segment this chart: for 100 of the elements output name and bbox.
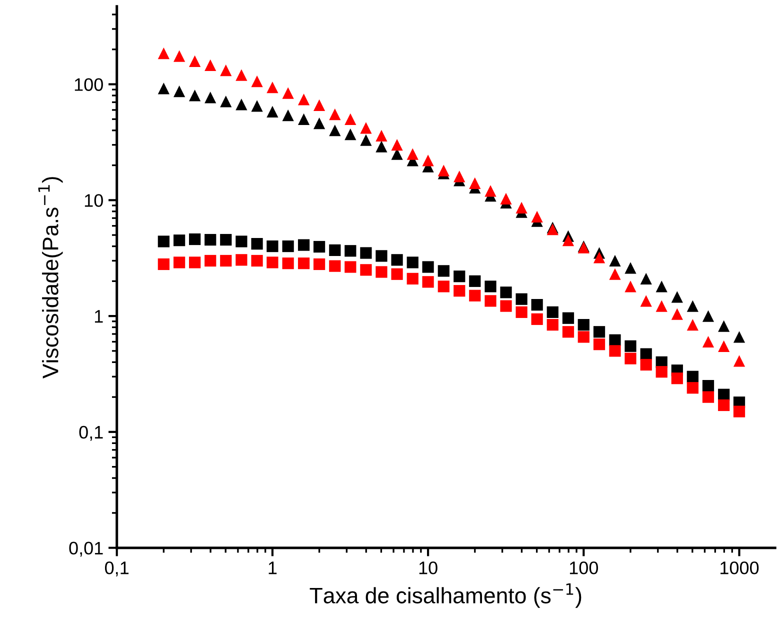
point bbox=[220, 234, 232, 246]
point bbox=[469, 275, 481, 287]
point bbox=[593, 338, 606, 350]
point bbox=[391, 139, 403, 151]
point bbox=[733, 406, 746, 418]
point bbox=[236, 98, 248, 110]
point bbox=[376, 250, 388, 262]
point bbox=[624, 340, 636, 352]
point bbox=[624, 352, 636, 364]
point bbox=[251, 238, 263, 250]
y-axis-title: Viscosidade(Pa.s$^{−1}$) bbox=[38, 177, 63, 378]
y-tick-label: 0,1 bbox=[79, 426, 103, 441]
point bbox=[718, 340, 730, 352]
point bbox=[484, 280, 496, 292]
point bbox=[686, 300, 698, 312]
x-tick-label: 1000 bbox=[720, 561, 759, 574]
point bbox=[158, 47, 170, 60]
point bbox=[406, 148, 418, 160]
point bbox=[609, 345, 621, 357]
point bbox=[220, 96, 232, 108]
point bbox=[438, 265, 450, 277]
point bbox=[593, 252, 606, 264]
point bbox=[702, 391, 714, 403]
point bbox=[344, 261, 356, 273]
point bbox=[438, 164, 450, 176]
point bbox=[624, 280, 636, 292]
point bbox=[189, 256, 201, 268]
point bbox=[500, 192, 512, 204]
point bbox=[329, 108, 341, 120]
point bbox=[266, 82, 278, 94]
point bbox=[531, 313, 543, 325]
point bbox=[282, 240, 294, 252]
point bbox=[344, 113, 356, 125]
point bbox=[236, 69, 248, 81]
point bbox=[298, 113, 310, 125]
point bbox=[158, 258, 170, 270]
point bbox=[391, 268, 403, 280]
point bbox=[422, 276, 434, 288]
point bbox=[609, 254, 621, 267]
point bbox=[189, 55, 201, 68]
point bbox=[469, 177, 481, 190]
point bbox=[562, 326, 574, 338]
point bbox=[671, 291, 683, 303]
point bbox=[251, 254, 263, 267]
point bbox=[578, 319, 590, 331]
point bbox=[344, 245, 356, 257]
y-tick-label: 1 bbox=[94, 310, 103, 323]
point bbox=[702, 380, 714, 392]
point bbox=[158, 82, 170, 94]
point bbox=[469, 290, 481, 302]
point bbox=[516, 306, 528, 318]
point bbox=[609, 268, 621, 280]
point bbox=[484, 185, 496, 197]
point bbox=[313, 240, 326, 253]
point bbox=[406, 272, 418, 285]
y-tick-label: 10 bbox=[84, 194, 103, 207]
point bbox=[298, 239, 310, 251]
x-tick-label: 10 bbox=[419, 561, 438, 574]
point bbox=[718, 399, 730, 412]
y-tick-label: 0,01 bbox=[69, 542, 103, 557]
point bbox=[686, 370, 698, 382]
point bbox=[251, 76, 263, 88]
x-tick-label: 100 bbox=[570, 561, 598, 574]
point bbox=[640, 295, 652, 307]
point bbox=[360, 134, 372, 146]
point bbox=[344, 128, 356, 140]
point bbox=[298, 258, 310, 270]
point bbox=[329, 124, 341, 136]
point bbox=[282, 87, 294, 99]
point bbox=[516, 202, 528, 214]
point bbox=[220, 254, 232, 267]
point bbox=[282, 258, 294, 270]
point bbox=[174, 234, 186, 246]
point bbox=[360, 264, 372, 276]
point bbox=[266, 256, 278, 268]
y-tick-label: 100 bbox=[74, 78, 103, 91]
point bbox=[406, 256, 418, 268]
point bbox=[733, 355, 746, 367]
point bbox=[624, 262, 636, 274]
x-axis-title: Taxa de cisalhamento (s$^{−1}$) bbox=[310, 583, 582, 608]
point bbox=[531, 210, 543, 222]
point bbox=[189, 233, 201, 246]
point bbox=[174, 256, 186, 268]
point bbox=[360, 122, 372, 134]
point bbox=[174, 50, 186, 62]
point bbox=[204, 59, 216, 72]
point bbox=[562, 234, 574, 246]
point bbox=[500, 286, 512, 298]
point bbox=[391, 254, 403, 266]
point bbox=[484, 295, 496, 307]
point bbox=[640, 272, 652, 285]
point bbox=[329, 244, 341, 256]
point bbox=[702, 310, 714, 322]
point bbox=[360, 247, 372, 259]
point bbox=[251, 100, 263, 112]
point bbox=[266, 106, 278, 118]
point bbox=[313, 258, 326, 270]
point bbox=[718, 320, 730, 332]
point bbox=[454, 170, 466, 182]
point bbox=[236, 254, 248, 266]
